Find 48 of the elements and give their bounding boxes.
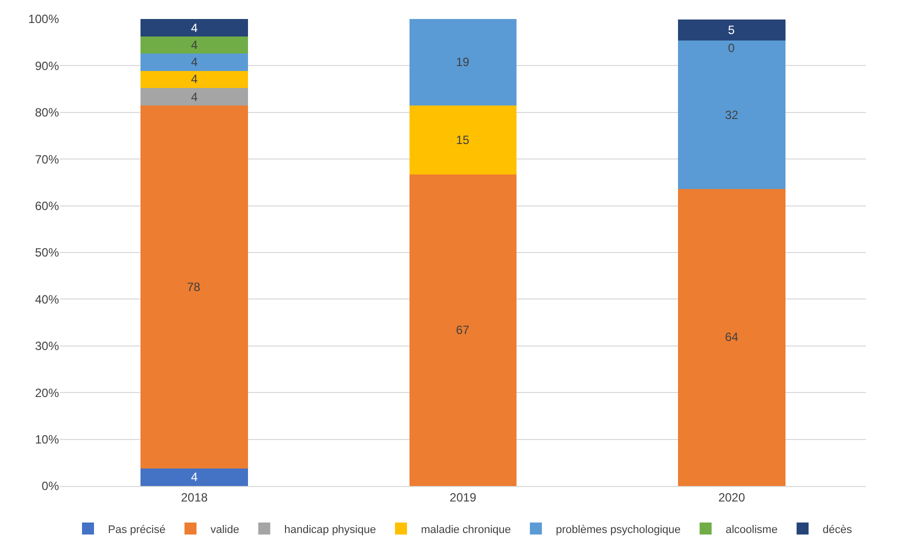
y-tick-label: 70% [34, 152, 60, 166]
legend-label: Pas précisé [108, 524, 166, 536]
bar [140, 105, 248, 469]
data-label: 0 [728, 41, 735, 55]
y-tick-label: 10% [34, 432, 60, 446]
legend-label: maladie chronique [420, 524, 511, 536]
data-label: 4 [191, 38, 198, 52]
bar [678, 40, 786, 189]
bar [678, 19, 786, 40]
data-label: 5 [728, 23, 735, 37]
x-tick-label: 2019 [450, 490, 477, 504]
bar [409, 19, 517, 106]
bar [678, 188, 786, 486]
bar [409, 105, 517, 175]
legend-label: valide [210, 524, 240, 536]
data-label: 4 [191, 90, 198, 104]
y-tick-label: 20% [34, 386, 60, 400]
y-tick-label: 60% [34, 199, 60, 213]
bar [409, 174, 517, 486]
data-label: 4 [191, 55, 198, 69]
x-tick-label: 2020 [718, 490, 746, 504]
y-tick-label: 40% [34, 292, 60, 306]
bar [140, 36, 248, 54]
y-tick-label: 80% [34, 106, 60, 120]
legend-label: handicap physique [284, 524, 376, 536]
data-label: 32 [725, 108, 739, 122]
data-label: 64 [725, 330, 739, 344]
bar [140, 54, 248, 71]
legend-label: problèmes psychologique [556, 524, 681, 536]
bar [140, 88, 248, 106]
bar [140, 70, 248, 88]
data-label: 19 [456, 55, 470, 69]
legend-label: alcoolisme [726, 524, 778, 536]
x-tick-label: 2018 [180, 490, 208, 504]
y-tick-label: 50% [34, 246, 60, 260]
y-tick-label: 100% [28, 12, 60, 26]
data-label: 4 [191, 21, 198, 35]
y-tick-label: 0% [42, 479, 60, 494]
y-tick-label: 90% [34, 58, 60, 73]
y-tick-label: 30% [34, 339, 60, 354]
bar [140, 19, 248, 36]
legend-label: décès [822, 524, 852, 536]
data-label: 78 [187, 280, 201, 294]
bar [140, 468, 248, 486]
data-label: 4 [191, 72, 198, 86]
data-label: 67 [456, 323, 470, 337]
data-label: 4 [191, 470, 198, 484]
data-label: 15 [456, 133, 470, 147]
